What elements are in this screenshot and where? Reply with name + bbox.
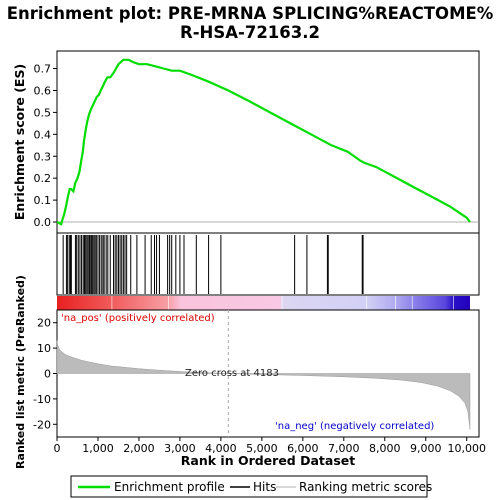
x-tick-label: 3,000 <box>164 442 196 455</box>
x-tick-label: 8,000 <box>369 442 401 455</box>
es-y-tick-label: 0.6 <box>34 84 52 97</box>
es-y-tick-label: 0.7 <box>34 63 52 76</box>
es-y-tick-label: 0.0 <box>34 216 52 229</box>
x-tick-label: 1,000 <box>82 442 114 455</box>
es-y-tick-label: 0.4 <box>34 128 52 141</box>
metric-x-ticks: 0 1,000 2,000 3,000 4,000 5,000 6,000 7,000 8,00… <box>54 437 486 455</box>
metric-area <box>56 340 471 430</box>
pos-correlated-label: 'na_pos' (positively correlated) <box>61 313 215 324</box>
neg-correlated-label: 'na_neg' (negatively correlated) <box>275 421 434 432</box>
x-tick-label: 9,000 <box>410 442 442 455</box>
metric-y-tick-label: -20 <box>33 418 51 431</box>
es-y-tick-label: 0.1 <box>34 194 52 207</box>
metric-y-tick-label: 10 <box>37 342 51 355</box>
es-panel: 0.0 0.1 0.2 0.3 0.4 0.5 0.6 0.7 Enrichment scor… <box>12 50 480 234</box>
zero-cross-label: Zero cross at 4183 <box>185 368 279 379</box>
metric-y-tick-label: 0 <box>44 368 51 381</box>
x-tick-label: 6,000 <box>287 442 319 455</box>
x-tick-label: 10,000 <box>447 442 486 455</box>
x-tick-label: 5,000 <box>246 442 278 455</box>
legend-profile-label: Enrichment profile <box>114 480 225 494</box>
chart-title-line2: R-HSA-72163.2 <box>180 23 320 42</box>
x-axis-label: Rank in Ordered Dataset <box>181 453 355 468</box>
chart-title-line1: Enrichment plot: PRE-MRNA SPLICING%REACT… <box>7 4 494 23</box>
color-bar-separators <box>111 296 454 310</box>
hits-panel-frame <box>56 232 480 296</box>
x-tick-label: 7,000 <box>328 442 360 455</box>
es-y-ticks: 0.0 0.1 0.2 0.3 0.4 0.5 0.6 0.7 <box>34 63 57 229</box>
rank-color-bar <box>57 296 470 310</box>
hit-markers <box>62 235 364 294</box>
hits-panel <box>56 232 480 296</box>
es-y-tick-label: 0.5 <box>34 106 52 119</box>
es-y-tick-label: 0.2 <box>34 172 52 185</box>
metric-y-ticks: 20 10 0 -10 -20 <box>33 317 57 431</box>
es-y-axis-label: Enrichment score (ES) <box>12 64 27 220</box>
color-bar-gradient <box>57 296 470 310</box>
es-profile-line <box>56 58 471 226</box>
metric-y-tick-label: 20 <box>37 317 51 330</box>
metric-y-tick-label: -10 <box>33 393 51 406</box>
es-y-tick-label: 0.3 <box>34 150 52 163</box>
metric-panel: 20 10 0 -10 -20 0 1,000 2,000 3,000 4,000 5,000 6,… <box>14 275 486 469</box>
metric-y-axis-label: Ranked list metric (PreRanked) <box>14 275 27 469</box>
legend-hits-label: Hits <box>253 480 276 494</box>
es-panel-frame <box>56 50 480 234</box>
legend: Enrichment profile Hits Ranking metric s… <box>70 475 432 498</box>
x-tick-label: 4,000 <box>205 442 237 455</box>
x-tick-label: 2,000 <box>123 442 155 455</box>
x-tick-label: 0 <box>54 442 61 455</box>
legend-ranking-label: Ranking metric scores <box>299 480 432 494</box>
